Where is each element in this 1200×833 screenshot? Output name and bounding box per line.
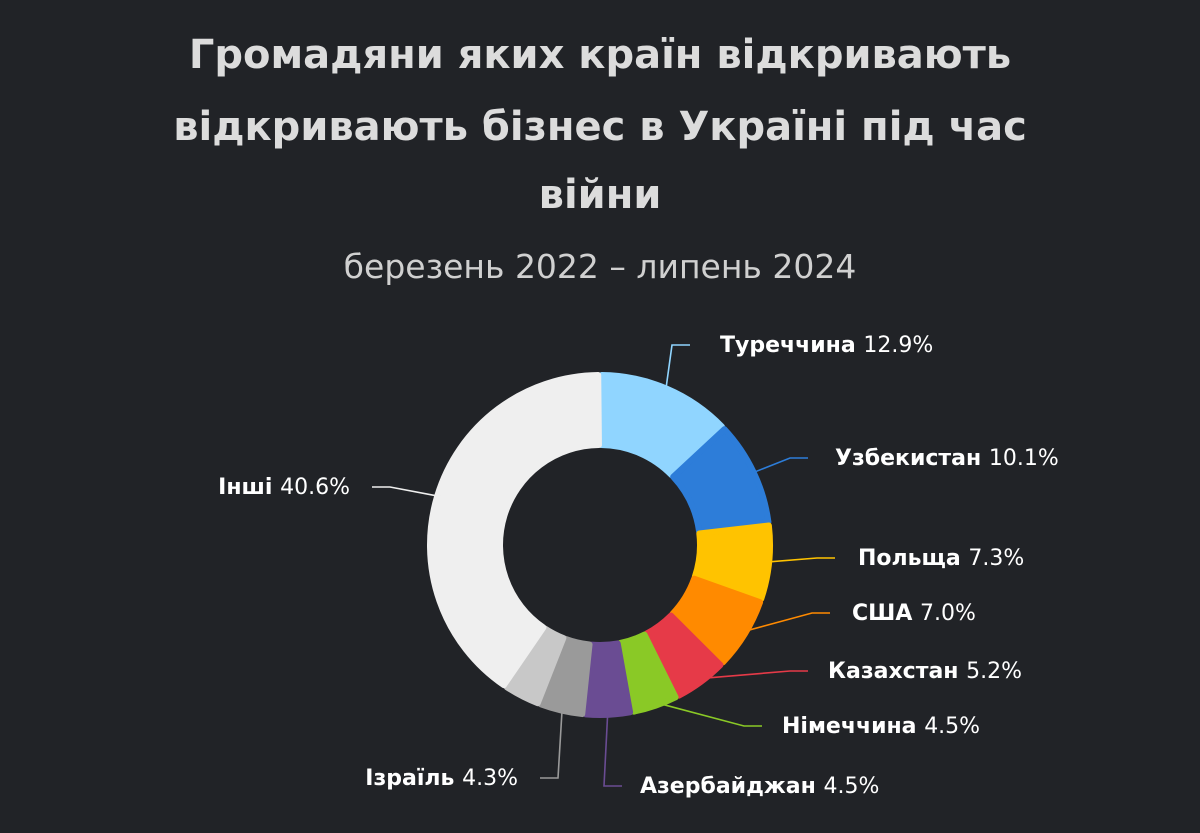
slice-label-Інші: Інші 40.6% <box>218 475 350 500</box>
slice-labels: Туреччина 12.9% Узбекистан 10.1% Польща 7.… <box>218 333 1059 799</box>
leader-line-Польща <box>765 557 835 563</box>
slice-label-США: США 7.0% <box>852 601 976 626</box>
slice-label-Узбекистан: Узбекистан 10.1% <box>835 446 1059 471</box>
leader-line-Казахстан <box>698 670 808 680</box>
slice-label-Ізраїль: Ізраїль 4.3% <box>365 766 518 791</box>
slice-label-Туреччина: Туреччина 12.9% <box>720 333 933 358</box>
chart-title-line-2: відкривають бізнес в Україні під час <box>173 104 1027 150</box>
leader-line-Азербайджан <box>603 710 622 787</box>
slice-label-Німеччина: Німеччина 4.5% <box>782 714 980 739</box>
leader-line-Ізраїль <box>540 706 564 779</box>
slice-label-Польща: Польща 7.3% <box>858 546 1024 571</box>
leader-line-Німеччина <box>653 701 762 727</box>
slice-label-Азербайджан: Азербайджан 4.5% <box>640 774 879 799</box>
chart-title-line-1: Громадяни яких країн відкривають <box>189 32 1011 78</box>
chart-title-line-3: війни <box>539 172 662 218</box>
chart-subtitle: березень 2022 – липень 2024 <box>344 247 857 286</box>
slice-Узбекистан <box>670 426 772 535</box>
leader-line-Узбекистан <box>749 457 808 475</box>
label-leader-lines <box>372 344 835 787</box>
slice-label-Казахстан: Казахстан 5.2% <box>828 659 1022 684</box>
slice-Туреччина <box>598 372 725 479</box>
leader-line-США <box>741 612 830 633</box>
donut-slices <box>427 372 773 718</box>
leader-line-Інші <box>372 486 442 498</box>
slice-Інші <box>427 372 602 689</box>
leader-line-Туреччина <box>664 344 690 393</box>
